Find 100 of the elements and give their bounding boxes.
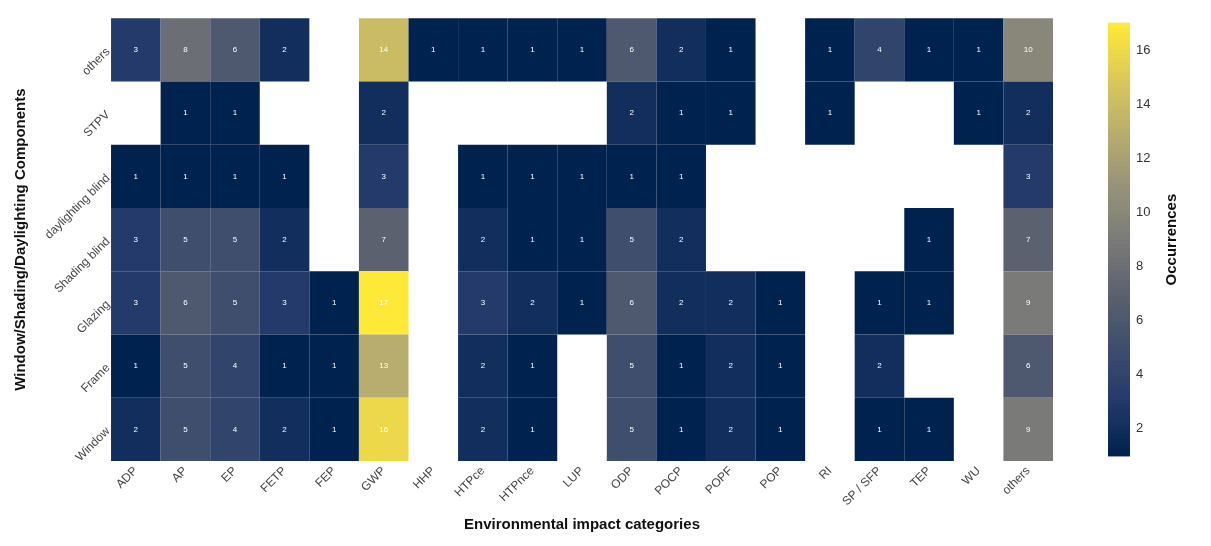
data-label: 1 — [282, 361, 288, 371]
data-label: 2 — [678, 234, 684, 244]
data-label: 3 — [480, 298, 486, 308]
data-label: 1 — [530, 45, 536, 55]
data-label: 4 — [232, 424, 238, 434]
data-label: 1 — [133, 361, 139, 371]
data-label: 2 — [530, 298, 536, 308]
color-bar-title: Occurrences — [1162, 193, 1180, 286]
data-label: 1 — [976, 45, 982, 55]
data-label: 1 — [232, 108, 238, 118]
color-bar-label: 10 — [1136, 204, 1151, 220]
data-label: 1 — [579, 298, 585, 308]
x-tick-label: WU — [959, 463, 984, 488]
data-label: 1 — [926, 424, 932, 434]
x-tick-label: TEP — [907, 463, 934, 490]
data-label: 17 — [379, 298, 389, 308]
x-tick-label: LUP — [560, 463, 587, 490]
data-label: 5 — [629, 234, 635, 244]
data-label: 1 — [331, 361, 337, 371]
data-label: 2 — [728, 298, 734, 308]
data-label: 1 — [678, 361, 684, 371]
color-bar-label: 6 — [1136, 312, 1144, 328]
data-label: 1 — [331, 298, 337, 308]
data-label: 1 — [183, 171, 189, 181]
data-label: 7 — [1025, 234, 1031, 244]
data-label: 1 — [579, 234, 585, 244]
color-bar-label: 4 — [1136, 366, 1144, 382]
data-label: 6 — [183, 298, 189, 308]
data-label: 1 — [530, 424, 536, 434]
data-label: 3 — [282, 298, 288, 308]
data-label: 1 — [133, 171, 139, 181]
data-label: 2 — [133, 424, 139, 434]
data-label: 6 — [629, 298, 635, 308]
data-label: 5 — [183, 361, 189, 371]
x-tick-label: FEP — [312, 463, 339, 490]
data-label: 2 — [728, 424, 734, 434]
data-label: 5 — [232, 234, 238, 244]
data-label: 3 — [133, 45, 139, 55]
data-label: 1 — [778, 298, 784, 308]
data-label: 2 — [381, 108, 387, 118]
y-axis-title: Window/Shading/Daylighting Components — [11, 88, 29, 391]
data-label: 2 — [480, 361, 486, 371]
data-label: 1 — [530, 234, 536, 244]
data-label: 6 — [232, 45, 238, 55]
data-label: 1 — [926, 45, 932, 55]
data-label: 5 — [629, 424, 635, 434]
data-label: 2 — [480, 234, 486, 244]
x-tick-label: EP — [218, 463, 240, 485]
data-label: 2 — [877, 361, 883, 371]
data-label: 1 — [827, 108, 833, 118]
data-label: 1 — [183, 108, 189, 118]
color-bar-label: 8 — [1136, 258, 1144, 274]
data-label: 3 — [133, 234, 139, 244]
data-label: 1 — [778, 424, 784, 434]
data-label: 2 — [282, 234, 288, 244]
x-tick-label: RI — [815, 463, 835, 482]
data-label: 9 — [1025, 424, 1031, 434]
data-label: 1 — [431, 45, 437, 55]
data-label: 2 — [480, 424, 486, 434]
data-label: 1 — [976, 108, 982, 118]
data-label: 5 — [183, 234, 189, 244]
data-label: 1 — [530, 361, 536, 371]
data-label: 1 — [530, 171, 536, 181]
data-label: 1 — [678, 108, 684, 118]
color-bar-label: 16 — [1136, 41, 1151, 57]
data-label: 1 — [579, 45, 585, 55]
data-label: 1 — [877, 298, 883, 308]
data-label: 3 — [133, 298, 139, 308]
data-label: 14 — [379, 45, 389, 55]
data-label: 1 — [480, 45, 486, 55]
data-label: 1 — [827, 45, 833, 55]
data-label: 1 — [778, 361, 784, 371]
color-bar-label: 12 — [1136, 150, 1151, 165]
data-label: 3 — [1025, 171, 1031, 181]
data-label: 16 — [379, 424, 389, 434]
data-label: 5 — [629, 361, 635, 371]
color-bar-label: 2 — [1136, 420, 1144, 436]
data-label: 5 — [232, 298, 238, 308]
data-label: 2 — [678, 45, 684, 55]
x-axis-title: Environmental impact categories — [464, 515, 700, 533]
data-label: 2 — [629, 108, 635, 118]
data-label: 1 — [678, 171, 684, 181]
data-label: 1 — [678, 424, 684, 434]
data-label: 2 — [728, 361, 734, 371]
data-label: 1 — [480, 171, 486, 181]
color-bar-label: 14 — [1136, 95, 1151, 111]
x-tick-label: SP / SFP — [839, 463, 884, 509]
data-label: 1 — [728, 45, 734, 55]
data-label: 5 — [183, 424, 189, 434]
data-label: 1 — [728, 108, 734, 118]
data-label: 3 — [381, 171, 387, 181]
data-label: 2 — [1025, 108, 1031, 118]
data-label: 8 — [183, 45, 189, 55]
data-label: 1 — [579, 171, 585, 181]
data-label: 6 — [629, 45, 635, 55]
x-tick-label: AP — [168, 463, 190, 485]
data-label: 1 — [926, 298, 932, 308]
data-label: 1 — [282, 171, 288, 181]
data-label: 4 — [232, 361, 238, 371]
data-label: 7 — [381, 234, 387, 244]
